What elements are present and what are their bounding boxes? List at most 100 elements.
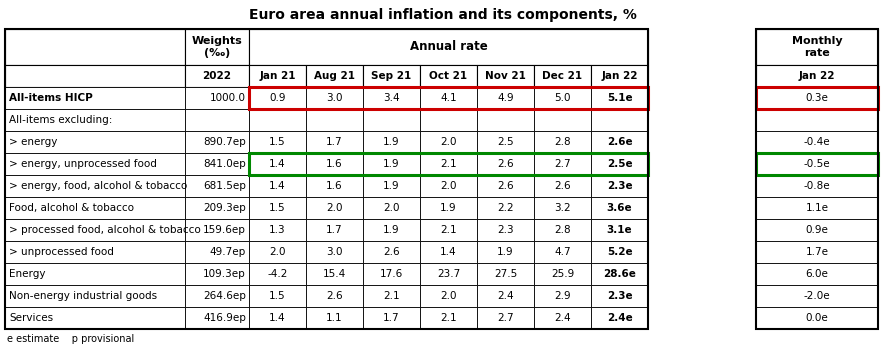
Bar <box>306 307 363 329</box>
Bar <box>420 131 477 153</box>
Bar <box>591 175 648 197</box>
Text: -0.5e: -0.5e <box>804 159 830 169</box>
Text: 1.4: 1.4 <box>269 181 286 191</box>
Text: 681.5ep: 681.5ep <box>204 181 246 191</box>
Bar <box>420 175 477 197</box>
Bar <box>306 109 363 131</box>
Bar <box>756 131 878 153</box>
Bar <box>756 29 878 65</box>
Text: 1.9: 1.9 <box>383 159 400 169</box>
Bar <box>756 285 878 307</box>
Text: e estimate    p provisional: e estimate p provisional <box>7 334 135 344</box>
Bar <box>306 285 363 307</box>
Text: 2.2: 2.2 <box>497 203 514 213</box>
Bar <box>477 153 534 175</box>
Text: Services: Services <box>9 313 53 323</box>
Text: 1.1: 1.1 <box>327 313 342 323</box>
Bar <box>534 153 591 175</box>
Bar <box>5 153 185 175</box>
Text: 49.7ep: 49.7ep <box>210 247 246 257</box>
Text: 0.9: 0.9 <box>269 93 286 103</box>
Text: 2.4: 2.4 <box>497 291 514 301</box>
Bar <box>756 87 878 109</box>
Text: Monthly
rate: Monthly rate <box>792 36 843 58</box>
Bar <box>477 307 534 329</box>
Text: 1.3: 1.3 <box>269 225 286 235</box>
Bar <box>534 87 591 109</box>
Text: 27.5: 27.5 <box>494 269 517 279</box>
Bar <box>5 29 185 65</box>
Bar <box>591 131 648 153</box>
Bar <box>5 29 249 65</box>
Bar <box>249 241 306 263</box>
Bar <box>591 263 648 285</box>
Bar <box>185 197 249 219</box>
Text: Energy: Energy <box>9 269 45 279</box>
Bar <box>363 175 420 197</box>
Text: Aug 21: Aug 21 <box>314 71 355 81</box>
Bar <box>534 109 591 131</box>
Bar <box>756 219 878 241</box>
Text: 2.0: 2.0 <box>440 181 457 191</box>
Bar <box>185 175 249 197</box>
Bar <box>363 65 420 87</box>
Text: 1.9: 1.9 <box>440 203 457 213</box>
Text: > processed food, alcohol & tobacco: > processed food, alcohol & tobacco <box>9 225 201 235</box>
Text: 2.5e: 2.5e <box>607 159 632 169</box>
Bar <box>5 219 185 241</box>
Bar <box>306 65 363 87</box>
Bar <box>306 131 363 153</box>
Bar <box>5 307 185 329</box>
Bar <box>756 263 878 285</box>
Bar <box>756 65 878 87</box>
Bar <box>5 241 185 263</box>
Text: Sep 21: Sep 21 <box>372 71 412 81</box>
Text: > energy, food, alcohol & tobacco: > energy, food, alcohol & tobacco <box>9 181 188 191</box>
Bar <box>756 29 878 329</box>
Text: 2.6: 2.6 <box>497 181 514 191</box>
Bar <box>591 65 648 87</box>
Text: 5.1e: 5.1e <box>607 93 632 103</box>
Bar <box>420 241 477 263</box>
Text: -0.8e: -0.8e <box>804 181 830 191</box>
Bar <box>306 197 363 219</box>
Text: 3.0: 3.0 <box>327 93 342 103</box>
Text: 1.7: 1.7 <box>327 225 342 235</box>
Bar <box>306 241 363 263</box>
Bar <box>185 29 249 65</box>
Bar <box>5 197 185 219</box>
Text: 2.0: 2.0 <box>440 137 457 147</box>
Text: 1.7: 1.7 <box>383 313 400 323</box>
Text: 0.3e: 0.3e <box>805 93 828 103</box>
Text: 2.0: 2.0 <box>269 247 286 257</box>
Text: 2.6e: 2.6e <box>607 137 632 147</box>
Bar <box>477 109 534 131</box>
Bar <box>363 285 420 307</box>
Text: Euro area annual inflation and its components, %: Euro area annual inflation and its compo… <box>249 7 636 21</box>
Bar <box>249 219 306 241</box>
Text: 2.6: 2.6 <box>554 181 571 191</box>
Text: Oct 21: Oct 21 <box>429 71 467 81</box>
Bar <box>420 65 477 87</box>
Bar <box>534 131 591 153</box>
Text: All-items HICP: All-items HICP <box>9 93 93 103</box>
Text: 25.9: 25.9 <box>550 269 574 279</box>
Bar <box>591 87 648 109</box>
Bar <box>185 263 249 285</box>
Text: 1.9: 1.9 <box>383 181 400 191</box>
Bar <box>5 109 185 131</box>
Bar <box>756 175 878 197</box>
Text: Non-energy industrial goods: Non-energy industrial goods <box>9 291 158 301</box>
Bar <box>249 87 648 109</box>
Bar <box>363 241 420 263</box>
Bar <box>420 109 477 131</box>
Bar <box>591 153 648 175</box>
Text: 209.3ep: 209.3ep <box>204 203 246 213</box>
Text: 0.9e: 0.9e <box>805 225 828 235</box>
Text: > energy: > energy <box>9 137 58 147</box>
Text: 2.6: 2.6 <box>327 291 342 301</box>
Text: 2.1: 2.1 <box>440 225 457 235</box>
Text: 1.5: 1.5 <box>269 137 286 147</box>
Bar <box>756 109 878 131</box>
Bar <box>5 175 185 197</box>
